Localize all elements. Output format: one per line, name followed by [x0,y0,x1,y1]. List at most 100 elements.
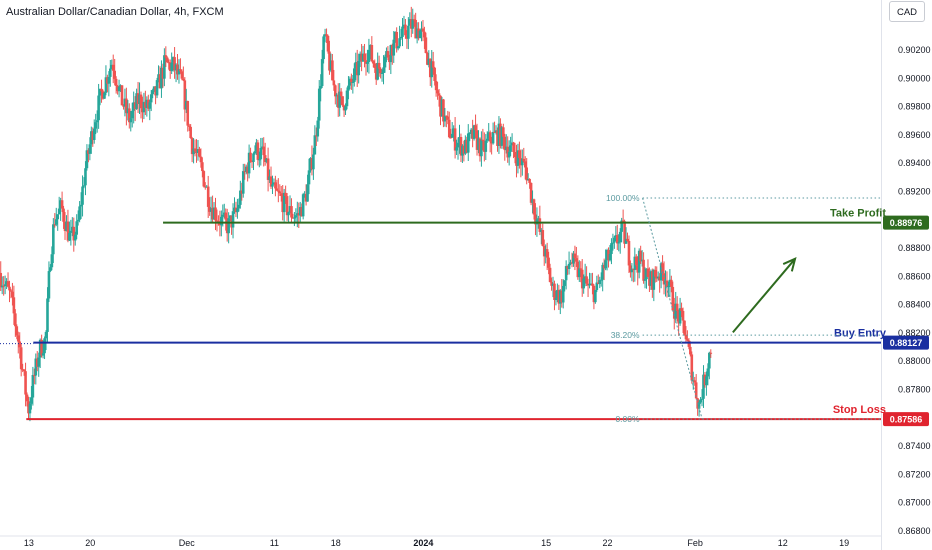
candle-body [263,155,267,163]
candle-body [63,221,67,232]
currency-button[interactable]: CAD [889,1,925,22]
candle-body [334,85,337,97]
candle-body [382,67,385,73]
candle-body [469,129,473,133]
candle-body [671,286,675,311]
candle-body [12,297,16,314]
candle-body [392,39,396,56]
candle-body [675,303,679,312]
candle-body [418,31,422,39]
candle-body [623,221,626,244]
candle-body [538,218,542,232]
candle-body [192,148,195,155]
candle-body [705,376,708,386]
candle-body [94,122,97,129]
candle-body [684,334,688,340]
candle-body [272,182,276,185]
candle-body [225,219,229,234]
candle-body [104,77,108,93]
candle-body [494,130,498,133]
candle-body [637,250,641,273]
time-tick-label: 18 [331,538,341,548]
candle-body [198,149,201,157]
candle-body [385,51,388,57]
candle-body [88,144,92,154]
candle-body [128,108,131,123]
candle-body [227,218,230,234]
candle-body [25,394,29,402]
candle-body [114,78,118,86]
candle-body [519,158,523,166]
candle-body [168,62,172,71]
candle-body [374,68,378,80]
candle-body [322,36,325,60]
candle-body [445,115,448,117]
candle-body [179,69,182,72]
candle-body [329,60,333,71]
projection-arrow-shaft[interactable] [732,258,796,333]
candle-body [342,105,346,111]
price-axis[interactable]: 0.90200 0.90000 0.89800 0.89600 0.89400 0.892… [898,45,931,536]
candle-body [560,290,564,303]
time-tick-label: 13 [24,538,34,548]
candle-body [364,60,368,64]
candle-body [680,308,683,311]
candle-body [407,25,410,39]
candle-body [119,85,122,87]
candle-body [62,208,65,222]
level-price-tag [883,215,929,230]
candle-body [82,185,86,187]
candle-body [239,190,242,205]
candle-body [250,161,254,163]
candle-body [277,190,280,192]
candle-body [566,266,569,270]
time-axis[interactable]: 13 20 Dec 11 18 2024 15 22 Feb 12 19 [0,535,881,548]
candle-body [244,166,248,172]
candle-body [464,139,467,154]
candle-body [31,374,35,398]
candle-body [544,249,547,257]
level-price-tag [883,412,929,427]
candle-body [165,57,169,63]
candle-body [534,214,537,225]
candle-body [129,118,133,123]
candle-body [691,380,695,382]
candle-body [617,242,621,244]
candle-body [65,221,68,232]
candle-body [123,98,127,107]
candle-body [499,123,502,146]
candle-body [693,380,697,383]
candle-body [22,369,26,372]
candle-body [417,28,420,39]
candle-body [43,338,46,354]
candle-body [167,62,171,64]
time-tick-label: Feb [687,538,703,548]
candle-body [37,357,41,367]
candle-body [572,253,575,264]
candle-body [109,68,112,77]
candle-body [59,200,62,209]
candle-body [258,159,261,161]
candle-body [138,94,141,104]
candle-body [621,220,625,222]
candle-body [256,142,260,160]
candle-body [518,150,521,159]
candle-body [681,310,685,321]
candle-body [678,308,682,324]
candle-body [240,190,244,194]
candle-body [629,265,632,273]
candle-body [19,347,23,370]
candle-body [52,224,55,255]
candle-body [465,139,469,153]
candle-body [47,271,51,299]
candle-body [24,371,27,395]
candle-body [437,93,441,96]
candle-body [247,152,251,174]
candle-body [176,64,179,75]
candle-body [110,64,114,69]
candle-body [125,98,128,114]
candle-body [462,145,466,154]
level-price-label: 0.88127 [890,338,923,348]
